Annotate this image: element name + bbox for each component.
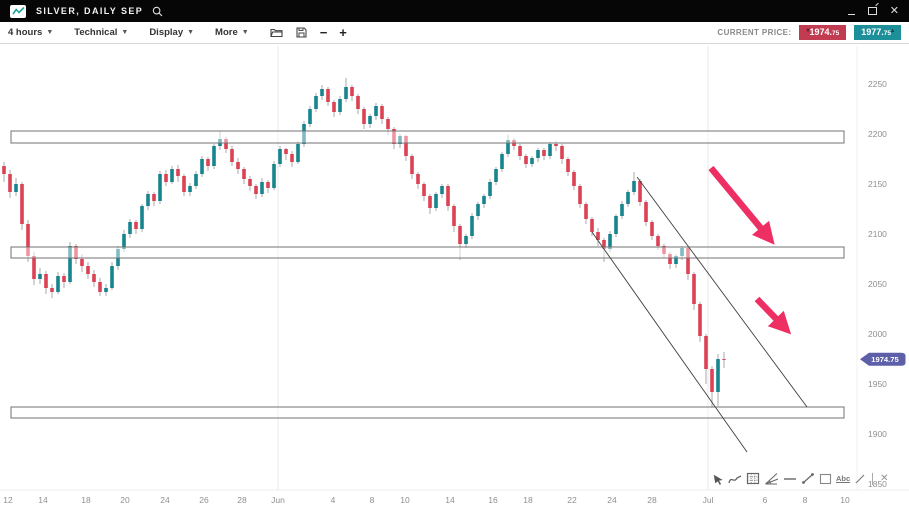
more-label: More [215,27,238,38]
svg-text:2050: 2050 [868,279,887,289]
open-folder-button[interactable] [270,27,283,38]
svg-text:10: 10 [840,495,850,505]
search-icon[interactable] [152,6,163,17]
trend-fan-tool-icon[interactable] [764,472,779,485]
chart-title: SILVER, DAILY SEP [36,6,144,16]
app-logo-icon [10,4,26,18]
svg-text:10: 10 [400,495,410,505]
toolbar-close-button[interactable]: ✕ [880,472,889,484]
svg-text:28: 28 [237,495,247,505]
svg-text:Jun: Jun [271,495,285,505]
current-price-label: CURRENT PRICE: [717,28,792,37]
floppy-icon [296,27,307,38]
svg-text:Jul: Jul [703,495,714,505]
text-tool-icon[interactable]: Abc [836,474,851,483]
svg-text:18: 18 [81,495,91,505]
line-tool-icon[interactable] [854,473,866,485]
svg-text:1950: 1950 [868,379,887,389]
svg-text:1974.75: 1974.75 [871,355,899,364]
ask-price-badge: 1977. 75 ▴ [854,25,901,40]
caret-down-icon: ▼ [46,29,54,36]
chart-canvas[interactable]: 1974.75 2250 2200 2150 2100 2050 2000 1950 1900 1… [0,44,909,510]
save-button[interactable] [296,27,307,38]
folder-icon [270,28,283,38]
svg-text:14: 14 [38,495,48,505]
svg-text:28: 28 [647,495,657,505]
popout-button[interactable] [867,7,877,15]
svg-text:6: 6 [763,495,768,505]
minimize-icon [847,7,855,15]
svg-text:24: 24 [607,495,617,505]
caret-down-icon: ▼ [241,29,249,36]
grid-tool-icon[interactable] [746,472,760,485]
trend-line-tool-icon[interactable] [801,472,815,485]
display-label: Display [149,27,184,38]
technical-label: Technical [74,27,118,38]
timeframe-dropdown[interactable]: 4 hours ▼ [8,27,53,38]
svg-text:16: 16 [488,495,498,505]
chart-area: 1974.75 2250 2200 2150 2100 2050 2000 1950 1900 1… [0,44,909,510]
technical-dropdown[interactable]: Technical ▼ [74,27,128,38]
drawing-toolbar: Abc ✕ [712,470,890,487]
svg-text:2100: 2100 [868,229,887,239]
svg-text:18: 18 [523,495,533,505]
svg-text:26: 26 [199,495,209,505]
caret-down-icon: ▼ [187,29,195,36]
svg-text:24: 24 [160,495,170,505]
horizontal-line-tool-icon[interactable] [783,473,797,485]
ask-price-value: 1977. [861,27,884,37]
svg-text:20: 20 [120,495,130,505]
zoom-in-button[interactable]: + [339,24,347,40]
svg-text:22: 22 [567,495,577,505]
close-button[interactable]: ✕ [889,5,899,17]
titlebar: SILVER, DAILY SEP ✕ [0,0,909,22]
bid-price-value: 1974. [809,27,832,37]
svg-text:1850: 1850 [868,479,887,489]
svg-text:8: 8 [803,495,808,505]
svg-text:12: 12 [3,495,13,505]
svg-text:2250: 2250 [868,79,887,89]
rectangle-tool-icon[interactable] [819,473,832,485]
svg-text:2000: 2000 [868,329,887,339]
more-dropdown[interactable]: More ▼ [215,27,249,38]
svg-text:1900: 1900 [868,429,887,439]
bid-price-badge: ▾ 1974. 75 [799,25,847,40]
caret-down-icon: ▼ [121,29,129,36]
popout-icon [867,7,877,15]
svg-text:8: 8 [370,495,375,505]
minimize-button[interactable] [847,7,855,15]
zoom-out-button[interactable]: − [319,24,328,40]
timeframe-label: 4 hours [8,27,43,38]
svg-text:2200: 2200 [868,129,887,139]
pointer-tool-icon[interactable] [712,473,724,485]
svg-text:2150: 2150 [868,179,887,189]
svg-text:4: 4 [331,495,336,505]
curve-tool-icon[interactable] [728,473,742,485]
tick-up-icon: ▴ [890,28,894,34]
svg-text:14: 14 [445,495,455,505]
display-dropdown[interactable]: Display ▼ [149,27,194,38]
chart-toolbar: 4 hours ▼ Technical ▼ Display ▼ More ▼ −… [0,22,909,44]
tick-down-icon: ▾ [806,28,810,34]
toolbar-separator [872,472,874,485]
